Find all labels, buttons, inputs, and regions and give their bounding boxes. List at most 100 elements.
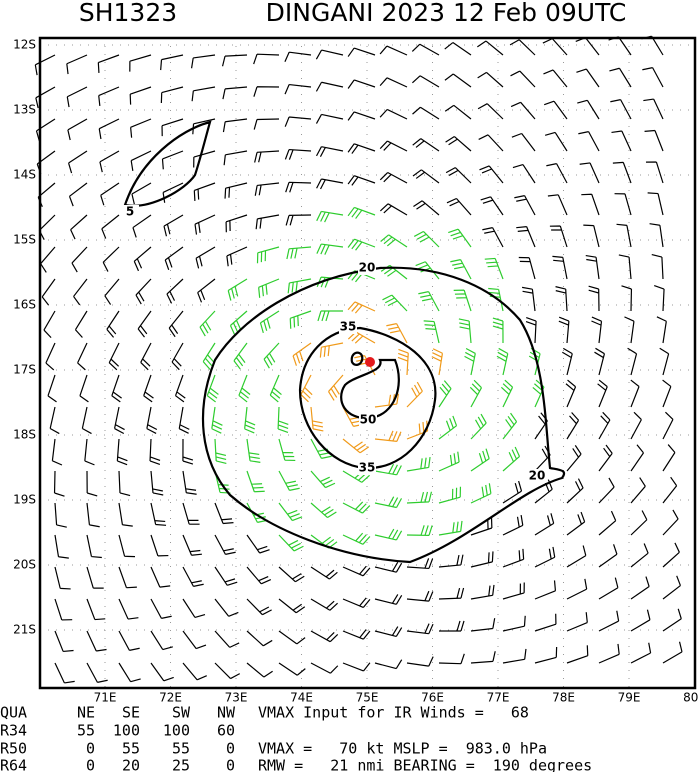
wind-barb <box>458 318 472 344</box>
wind-barb <box>374 594 403 605</box>
wind-barb <box>286 246 312 260</box>
table-header: SW <box>172 704 191 722</box>
wind-barb <box>118 534 136 558</box>
wind-barb <box>34 54 56 76</box>
wind-barb <box>342 501 371 514</box>
wind-barb <box>38 214 56 240</box>
wind-barb <box>287 278 312 294</box>
wind-barb <box>591 316 603 344</box>
wind-barb <box>518 256 536 280</box>
wind-barb <box>54 534 69 559</box>
wind-barb <box>438 520 463 536</box>
wind-barb <box>406 381 423 408</box>
wind-barb <box>579 162 600 184</box>
wind-barb <box>598 643 620 664</box>
wind-barb <box>470 413 487 440</box>
wind-barb <box>182 566 204 587</box>
contour-label: 5 <box>126 205 134 219</box>
wind-barb <box>662 509 679 536</box>
wind-barb <box>40 246 56 273</box>
wind-barb <box>118 566 137 589</box>
wind-barb <box>86 662 108 683</box>
wind-barb <box>166 278 184 304</box>
wind-barb <box>316 210 344 223</box>
wind-barb <box>546 163 568 184</box>
wind-barb <box>480 196 504 216</box>
contour-label-bg <box>339 320 357 334</box>
wind-barb <box>226 246 248 267</box>
lon-label: 80E <box>683 691 699 705</box>
wind-barb <box>643 98 664 120</box>
storm-title: DINGANI 2023 12 Feb 09UTC <box>266 0 627 27</box>
wind-barb <box>74 310 88 338</box>
wind-barb <box>202 342 216 370</box>
wind-barb <box>182 662 207 681</box>
wind-barb <box>477 71 504 88</box>
wind-barb <box>284 148 312 160</box>
wind-barb <box>258 278 280 298</box>
wind-barb <box>431 348 444 376</box>
wind-barb <box>160 86 184 104</box>
wind-barb <box>630 510 648 536</box>
wind-barb <box>171 342 184 371</box>
wind-barb <box>214 630 240 648</box>
wind-barb <box>161 150 184 170</box>
wind-barb <box>310 470 336 489</box>
table-cell: 0 <box>86 757 95 772</box>
wind-barb <box>438 620 465 632</box>
wind-barb <box>194 214 216 235</box>
wind-barb <box>347 175 376 186</box>
wind-barb <box>342 597 371 608</box>
lon-label: 75E <box>356 691 379 705</box>
wind-barb <box>446 197 472 216</box>
wind-barb <box>347 111 376 121</box>
wind-barb <box>102 246 120 272</box>
wind-barb <box>374 528 403 541</box>
wind-barb <box>470 584 495 600</box>
wind-barb <box>66 86 88 108</box>
wind-barb <box>382 294 408 312</box>
lon-label: 71E <box>94 691 117 705</box>
table-cell: 55 <box>172 740 190 758</box>
wind-barb <box>534 546 556 568</box>
wind-barb <box>566 412 580 440</box>
wind-barb <box>470 651 496 664</box>
wind-barb <box>246 534 270 554</box>
wind-barb <box>611 130 632 152</box>
wind-barb <box>342 629 371 640</box>
wind-barb <box>315 49 344 60</box>
wind-barb <box>374 463 402 476</box>
table-header: QUA <box>0 704 27 722</box>
wind-barb <box>108 342 120 371</box>
wind-barb <box>111 374 122 403</box>
wind-barb <box>182 630 207 650</box>
wind-barb <box>630 576 650 600</box>
wind-barb <box>71 246 88 273</box>
wind-barb <box>259 310 280 334</box>
wind-barb <box>174 374 186 403</box>
wind-barb <box>598 544 618 568</box>
wind-barb <box>310 662 339 674</box>
table-cell: 55 <box>77 722 95 740</box>
wind-barb <box>644 129 664 152</box>
contour-label-bg <box>359 413 377 427</box>
wind-barb <box>310 598 338 611</box>
wind-barb <box>502 615 526 632</box>
grid: 12S 13S 14S 15S 16S 17S 18S 19S 20S 21S 71E 72E 73E 7… <box>13 38 699 705</box>
wind-barb <box>630 477 646 504</box>
wind-barb <box>374 659 403 670</box>
wind-barb <box>406 590 434 602</box>
wind-barb <box>411 43 440 56</box>
wind-barb <box>54 630 74 653</box>
wind-barb <box>285 214 312 226</box>
wind-barb <box>300 374 313 403</box>
wind-barb <box>342 662 371 672</box>
wind-barb <box>284 51 312 62</box>
wind-barb <box>182 598 206 619</box>
wind-barb <box>222 118 248 133</box>
contour-label-bg <box>358 461 376 475</box>
wind-barb <box>223 150 248 166</box>
wind-barb <box>347 206 376 219</box>
wind-barb <box>534 646 558 664</box>
